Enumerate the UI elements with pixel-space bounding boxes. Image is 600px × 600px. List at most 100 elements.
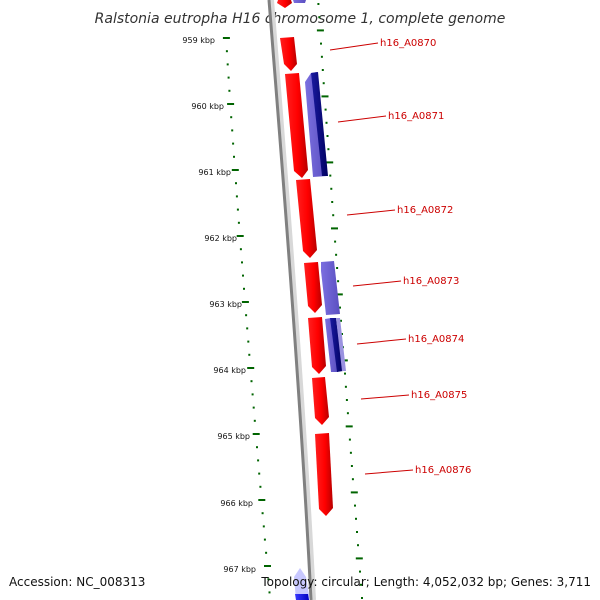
inner-minor-tick <box>339 306 341 309</box>
inner-minor-tick <box>336 267 339 269</box>
inner-minor-tick <box>351 478 354 481</box>
inner-major-tick <box>331 227 338 230</box>
ruler-minor-tick <box>228 89 231 92</box>
tick-label-966: 966 kbp <box>220 499 253 508</box>
tick-label-961: 961 kbp <box>198 168 231 177</box>
inner-major-tick <box>350 491 358 494</box>
gene-reverse-lightpurple-3[interactable] <box>336 318 346 371</box>
inner-minor-tick <box>341 333 343 335</box>
ruler-minor-tick <box>257 459 260 462</box>
inner-major-tick <box>355 557 363 560</box>
ruler-minor-tick <box>236 208 239 211</box>
tick-label-964: 964 kbp <box>213 366 246 375</box>
ruler-minor-tick <box>263 538 266 541</box>
inner-minor-tick <box>356 531 358 533</box>
inner-minor-tick <box>355 517 357 520</box>
inner-major-tick <box>326 161 334 164</box>
label-line-a0874 <box>356 338 407 345</box>
ruler-major-tick <box>231 169 239 171</box>
ruler-minor-tick <box>227 76 230 79</box>
inner-minor-tick <box>331 201 334 203</box>
gene-features <box>277 0 346 600</box>
inner-minor-tick <box>357 544 359 547</box>
gene-label-a0874[interactable]: h16_A0874 <box>408 334 464 345</box>
gene-h16-a0873[interactable] <box>304 262 322 313</box>
gene-reverse-purple-2[interactable] <box>321 261 340 315</box>
inner-minor-tick <box>332 214 335 217</box>
ruler-minor-tick <box>230 116 233 119</box>
map-title: Ralstonia eutropha H16 chromosome 1, com… <box>95 11 506 27</box>
ruler-labels: 959 kbp 960 kbp 961 kbp 962 kbp 963 kbp … <box>182 36 256 574</box>
gene-partial-bottom-blue[interactable] <box>294 568 310 600</box>
tick-label-965: 965 kbp <box>217 432 250 441</box>
inner-minor-tick <box>325 121 328 124</box>
inner-minor-tick <box>354 504 356 507</box>
inner-major-tick <box>335 293 343 296</box>
ruler-minor-tick <box>253 419 256 422</box>
gene-h16-a0876[interactable] <box>315 433 333 516</box>
ruler-minor-tick <box>265 551 268 554</box>
inner-minor-tick <box>330 187 333 190</box>
label-line-a0873 <box>352 280 402 287</box>
gene-partial-top-purple[interactable] <box>293 0 306 3</box>
ruler-minor-tick <box>250 380 253 383</box>
summary-text: Topology: circular; Length: 4,052,032 bp… <box>260 575 591 589</box>
ruler-major-tick <box>236 235 244 237</box>
gene-partial-top-red[interactable] <box>277 0 292 8</box>
ruler-minor-tick <box>226 63 229 66</box>
label-line-a0875 <box>360 394 410 400</box>
ruler-minor-tick <box>246 327 249 330</box>
inner-minor-tick <box>349 451 352 454</box>
ruler-minor-tick <box>262 525 265 528</box>
inner-minor-tick <box>335 253 338 256</box>
ruler-minor-tick <box>239 248 242 251</box>
ruler-minor-tick <box>258 472 261 475</box>
ruler-minor-tick <box>267 578 270 581</box>
tick-label-960: 960 kbp <box>191 102 224 111</box>
inner-minor-tick <box>340 319 342 322</box>
tick-label-963: 963 kbp <box>209 300 242 309</box>
ruler-minor-tick <box>268 591 271 594</box>
gene-h16-a0875[interactable] <box>312 377 329 425</box>
inner-minor-tick <box>318 16 321 19</box>
ruler-minor-tick <box>248 353 251 356</box>
gene-label-a0873[interactable]: h16_A0873 <box>403 276 459 287</box>
inner-minor-tick <box>348 438 351 441</box>
inner-minor-tick <box>359 570 361 573</box>
gene-h16-a0874[interactable] <box>308 317 326 374</box>
inner-minor-tick <box>317 3 320 5</box>
ruler-minor-tick <box>237 221 240 224</box>
inner-minor-tick <box>322 82 325 85</box>
ruler-minor-tick <box>245 314 248 317</box>
ruler-major-tick <box>222 37 230 39</box>
gene-label-a0872[interactable]: h16_A0872 <box>397 205 453 216</box>
gene-label-a0876[interactable]: h16_A0876 <box>415 465 471 476</box>
inner-minor-tick <box>361 597 363 599</box>
gene-partial-bottom-blue-core[interactable] <box>295 594 309 600</box>
inner-major-tick <box>321 95 329 98</box>
ruler-minor-tick <box>252 406 255 409</box>
inner-minor-tick <box>350 465 353 467</box>
gene-reverse-purple-3[interactable] <box>325 318 338 372</box>
ruler-major-tick <box>252 433 260 435</box>
inner-minor-tick <box>321 69 324 71</box>
inner-minor-tick <box>344 385 347 388</box>
inner-minor-tick <box>329 174 332 177</box>
inner-minor-tick <box>345 399 348 401</box>
accession-text: Accession: NC_008313 <box>9 575 145 589</box>
inner-major-tick <box>345 425 353 428</box>
gene-h16-a0872[interactable] <box>296 179 317 258</box>
gene-label-a0871[interactable]: h16_A0871 <box>388 111 444 122</box>
ruler-minor-tick <box>233 155 235 158</box>
gene-reverse-navy-1[interactable] <box>311 72 328 176</box>
inner-minor-tick <box>346 412 349 415</box>
gene-h16-a0870[interactable] <box>280 37 297 71</box>
ruler-minor-tick <box>247 340 250 343</box>
gene-h16-a0871[interactable] <box>285 73 308 178</box>
gene-label-a0870[interactable]: h16_A0870 <box>380 38 436 49</box>
gene-reverse-navy-3[interactable] <box>330 318 343 372</box>
ruler-minor-tick <box>242 274 244 277</box>
ruler-major-tick <box>264 565 271 567</box>
gene-label-a0875[interactable]: h16_A0875 <box>411 390 467 401</box>
